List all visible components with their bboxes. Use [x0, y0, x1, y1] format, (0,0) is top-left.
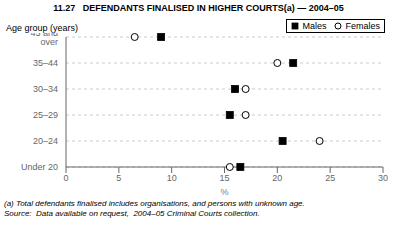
- html-text:Source: Data available on requ: Source: Data available on request, 2004–…: [4, 209, 260, 218]
- html-text:(a) Total defendants finalised: (a) Total defendants finalised includes …: [4, 199, 305, 208]
- html-text:Females: Females: [345, 21, 380, 31]
- svg-text:20: 20: [272, 173, 282, 183]
- svg-text:45 andover: 45 andover: [30, 33, 58, 47]
- html-text:11.27 DEFENDANTS FINALISED IN: 11.27 DEFENDANTS FINALISED IN HIGHER COU…: [53, 3, 344, 13]
- svg-text:5: 5: [116, 173, 121, 183]
- svg-text:25–29: 25–29: [33, 110, 58, 120]
- svg-text:35–44: 35–44: [33, 58, 58, 68]
- svg-text:20–24: 20–24: [33, 136, 58, 146]
- svg-text:Under 20: Under 20: [21, 162, 58, 172]
- svg-text:0: 0: [63, 173, 68, 183]
- html-text:Age group (years): Age group (years): [6, 23, 78, 33]
- svg-text:15: 15: [219, 173, 229, 183]
- svg-text:30–34: 30–34: [33, 84, 58, 94]
- html-text:Males: Males: [302, 21, 327, 31]
- svg-text:25: 25: [325, 173, 335, 183]
- svg-text:%: %: [220, 187, 228, 197]
- svg-text:10: 10: [167, 173, 177, 183]
- svg-text:30: 30: [378, 173, 388, 183]
